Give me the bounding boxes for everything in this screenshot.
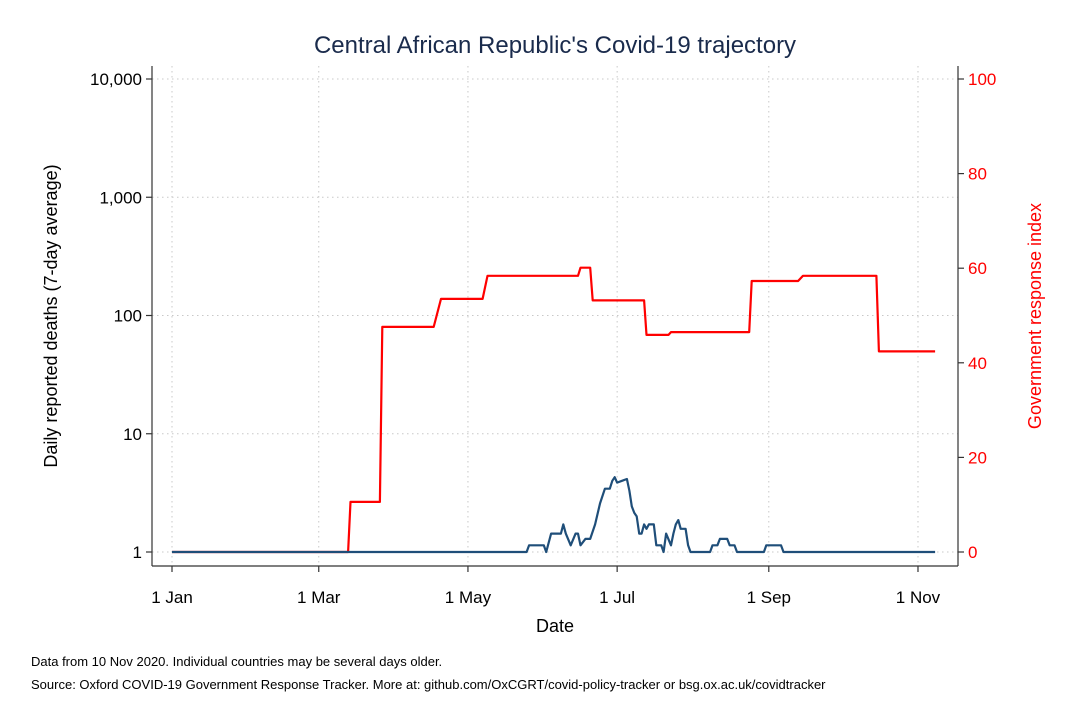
right-tick-label: 100 bbox=[968, 70, 996, 89]
left-tick-label: 100 bbox=[114, 307, 142, 326]
right-tick-label: 0 bbox=[968, 543, 977, 562]
right-tick-label: 60 bbox=[968, 259, 987, 278]
x-tick-label: 1 Jan bbox=[151, 588, 193, 607]
right-y-ticks: 0 20 40 60 80 100 bbox=[958, 70, 996, 562]
grid-lines bbox=[152, 66, 958, 566]
source-note: Source: Oxford COVID-19 Government Respo… bbox=[31, 677, 826, 692]
x-tick-label: 1 Nov bbox=[896, 588, 941, 607]
x-ticks: 1 Jan 1 Mar 1 May 1 Jul 1 Sep 1 Nov bbox=[151, 566, 941, 607]
left-tick-label: 10,000 bbox=[90, 70, 142, 89]
left-tick-label: 1 bbox=[133, 543, 142, 562]
x-axis-label: Date bbox=[536, 616, 574, 636]
deaths-series-line bbox=[172, 476, 936, 554]
right-tick-label: 40 bbox=[968, 354, 987, 373]
left-y-axis-label: Daily reported deaths (7-day average) bbox=[41, 164, 61, 467]
right-tick-label: 20 bbox=[968, 448, 987, 467]
series-lines bbox=[172, 266, 936, 554]
data-date-note: Data from 10 Nov 2020. Individual countr… bbox=[31, 654, 443, 669]
right-tick-label: 80 bbox=[968, 165, 987, 184]
chart-title: Central African Republic's Covid-19 traj… bbox=[314, 32, 796, 59]
x-tick-label: 1 May bbox=[445, 588, 492, 607]
x-tick-label: 1 Jul bbox=[599, 588, 635, 607]
x-tick-label: 1 Sep bbox=[747, 588, 791, 607]
x-tick-label: 1 Mar bbox=[297, 588, 341, 607]
response-index-series-line bbox=[172, 266, 936, 554]
right-y-axis-label: Government response index bbox=[1025, 203, 1045, 429]
left-y-ticks: 1 10 100 1,000 10,000 bbox=[90, 70, 152, 562]
left-tick-label: 1,000 bbox=[99, 188, 142, 207]
left-tick-label: 10 bbox=[123, 425, 142, 444]
